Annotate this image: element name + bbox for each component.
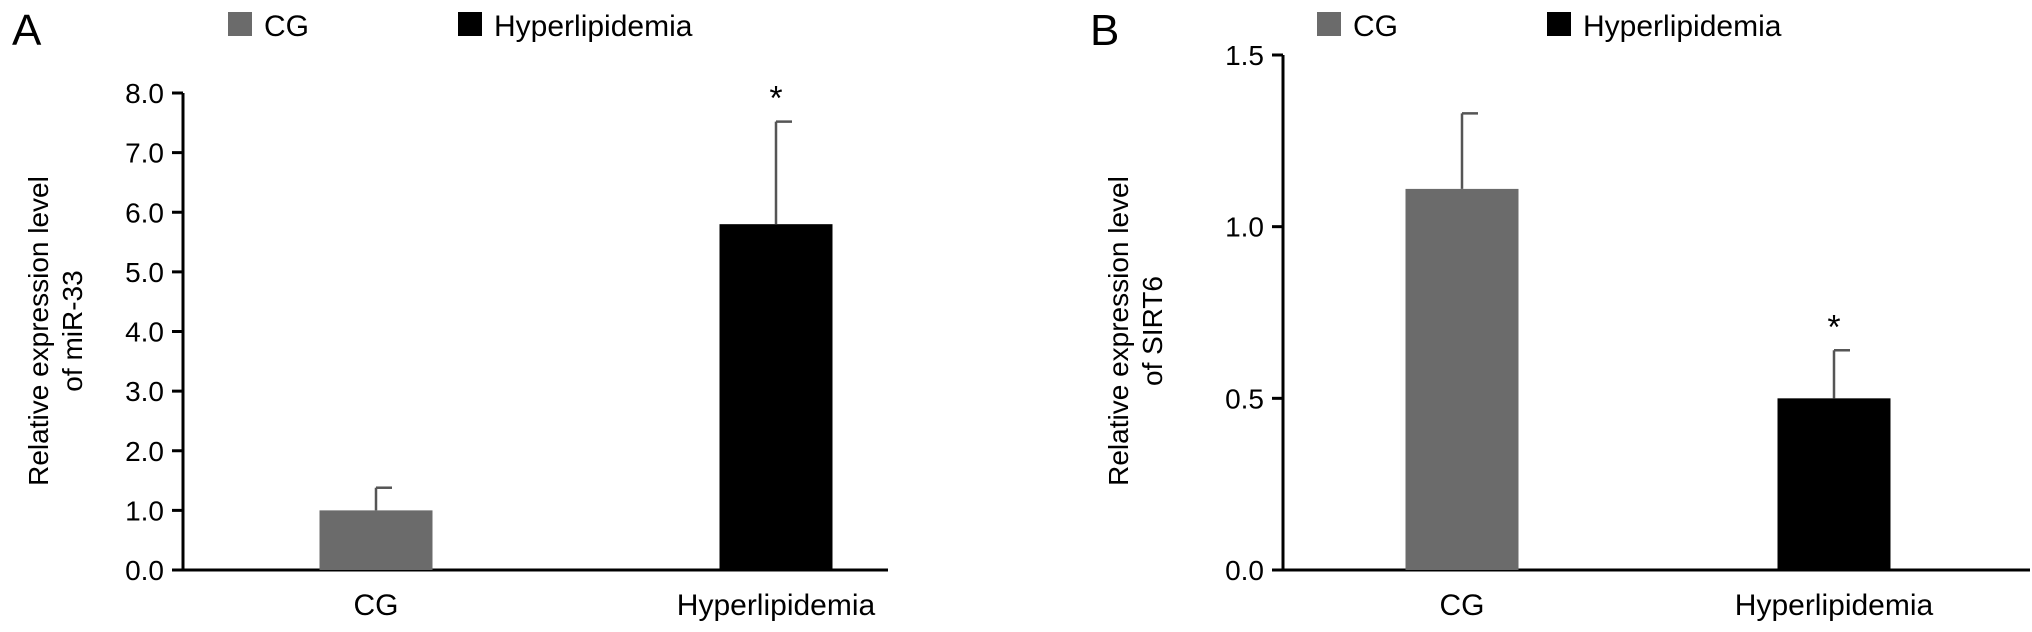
y-tick-label: 2.0 (125, 436, 164, 467)
x-tick-label: CG (1440, 589, 1485, 622)
panel-label: B (1090, 6, 1119, 55)
chart-panel-a: A CG Hyperlipidemia Relative expression lev… (12, 6, 888, 622)
y-tick-label: 3.0 (125, 376, 164, 407)
y-tick-label: 5.0 (125, 257, 164, 288)
y-axis-label: Relative expression level of SIRT6 (1103, 176, 1168, 486)
x-tick-label: CG (354, 589, 399, 622)
y-tick-label: 0.5 (1225, 383, 1264, 414)
legend-swatch (458, 12, 482, 36)
y-tick-label: 1.0 (125, 495, 164, 526)
y-tick-label: 0.0 (1225, 555, 1264, 586)
y-tick-label: 0.0 (125, 555, 164, 586)
legend-label: Hyperlipidemia (1583, 10, 1782, 43)
legend-swatch (1317, 12, 1341, 36)
y-tick-label: 4.0 (125, 317, 164, 348)
legend-label: CG (264, 10, 309, 43)
x-tick-label: Hyperlipidemia (1735, 589, 1934, 622)
y-axis-label-line: Relative expression level (23, 176, 54, 486)
legend-label: CG (1353, 10, 1398, 43)
y-tick-label: 1.0 (1225, 212, 1264, 243)
x-tick-label: Hyperlipidemia (677, 589, 876, 622)
y-tick-label: 1.5 (1225, 40, 1264, 71)
bar (719, 224, 833, 571)
bar (1405, 188, 1519, 570)
y-axis-label-line: of SIRT6 (1137, 276, 1168, 386)
chart-panel-b: B CG Hyperlipidemia Relative expression lev… (1090, 6, 2030, 622)
significance-mark: * (769, 80, 782, 118)
y-axis-label-line: of miR-33 (57, 270, 88, 391)
y-axis-label-line: Relative expression level (1103, 176, 1134, 486)
legend-swatch (228, 12, 252, 36)
y-axis-label: Relative expression level of miR-33 (23, 176, 88, 486)
bar (319, 510, 433, 570)
legend-swatch (1547, 12, 1571, 36)
legend-label: Hyperlipidemia (494, 10, 693, 43)
bar (1777, 398, 1891, 570)
panel-label: A (12, 6, 42, 55)
y-tick-label: 8.0 (125, 78, 164, 109)
significance-mark: * (1827, 308, 1840, 346)
y-tick-label: 7.0 (125, 138, 164, 169)
y-tick-label: 6.0 (125, 197, 164, 228)
